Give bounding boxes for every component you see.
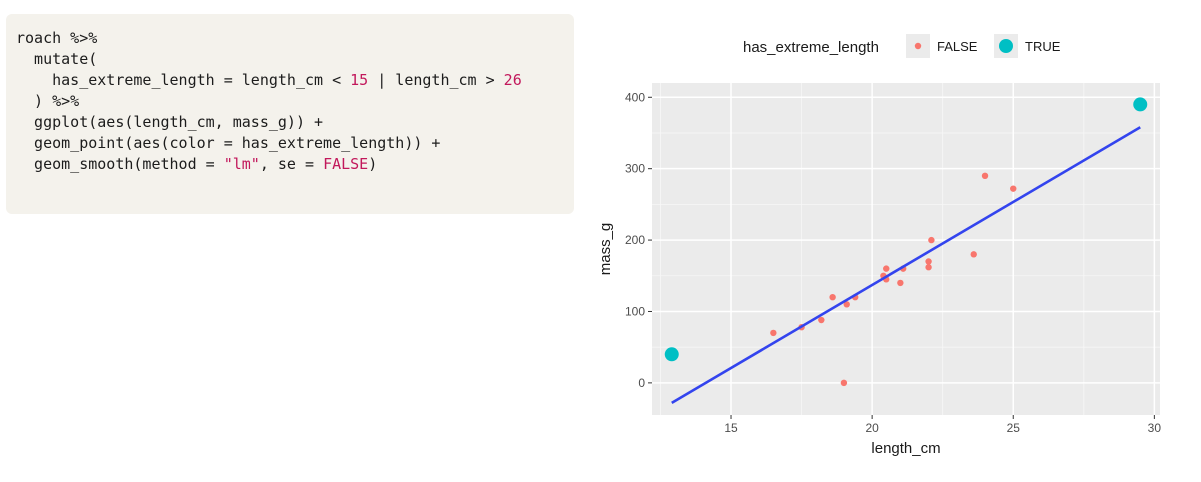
code-token: "lm" [223,155,260,173]
y-tick-label: 200 [625,233,645,247]
code-token: ) %>% [16,92,80,110]
code-token: has_extreme_length = length_cm < [16,71,351,89]
code-line: has_extreme_length = length_cm < 15 | le… [16,70,574,91]
data-point-false [897,279,904,287]
code-token: roach %>% [16,29,98,47]
data-point-false [883,265,890,272]
x-axis-title: length_cm [871,440,940,457]
code-token: ggplot(aes(length_cm, mass_g)) + [16,113,324,131]
data-point-true [664,347,679,362]
code-token: 26 [503,71,522,89]
code-token: ) [368,155,378,173]
code-line: roach %>% [16,28,574,49]
code-line: mutate( [16,49,574,70]
data-point-false [770,329,777,337]
plot-panel [652,83,1160,415]
code-line: geom_point(aes(color = has_extreme_lengt… [16,133,574,154]
y-axis-title: mass_g [597,223,614,276]
clipped-title-sliver [0,0,560,10]
code-token: | length_cm > [368,71,504,89]
data-point-false [1010,185,1017,192]
code-token: mutate( [16,50,98,68]
code-line: ) %>% [16,91,574,112]
legend-label-false: FALSE [937,39,978,54]
data-point-false [925,264,932,271]
code-token: 15 [350,71,369,89]
code-line: geom_smooth(method = "lm", se = FALSE) [16,154,574,175]
scatter-chart: 15 20 25 300100200300400length_cmmass_ghas_… [597,34,1162,457]
data-point-false [928,236,935,244]
legend-key-true-point [999,39,1013,53]
x-tick-label: 20 [865,421,879,435]
code-token: geom_point(aes(color = has_extreme_lengt… [16,134,441,152]
y-tick-label: 0 [638,376,645,390]
code-token: geom_smooth(method = [16,155,224,173]
data-point-false [925,258,932,265]
y-tick-label: 100 [625,304,645,318]
data-point-false [840,379,848,387]
legend-key-false-point [914,42,922,50]
legend-title: has_extreme_length [743,39,879,56]
x-tick-label: 25 [1007,421,1021,435]
x-tick-label: 30 [1148,421,1162,435]
data-point-true [1133,97,1148,112]
data-point-false [818,316,825,324]
y-tick-label: 400 [625,90,645,104]
code-line: ggplot(aes(length_cm, mass_g)) + [16,112,574,133]
data-point-false [970,251,977,258]
data-point-false [981,172,989,180]
regression-line [671,126,1141,404]
code-token: , se = [259,155,324,173]
y-tick-label: 300 [625,162,645,176]
data-point-false [843,301,850,308]
code-block: roach %>% mutate( has_extreme_length = l… [6,14,574,214]
x-tick-label: 15 [724,421,738,435]
legend-label-true: TRUE [1025,39,1061,54]
data-point-false [829,293,836,301]
code-token: FALSE [323,155,369,173]
